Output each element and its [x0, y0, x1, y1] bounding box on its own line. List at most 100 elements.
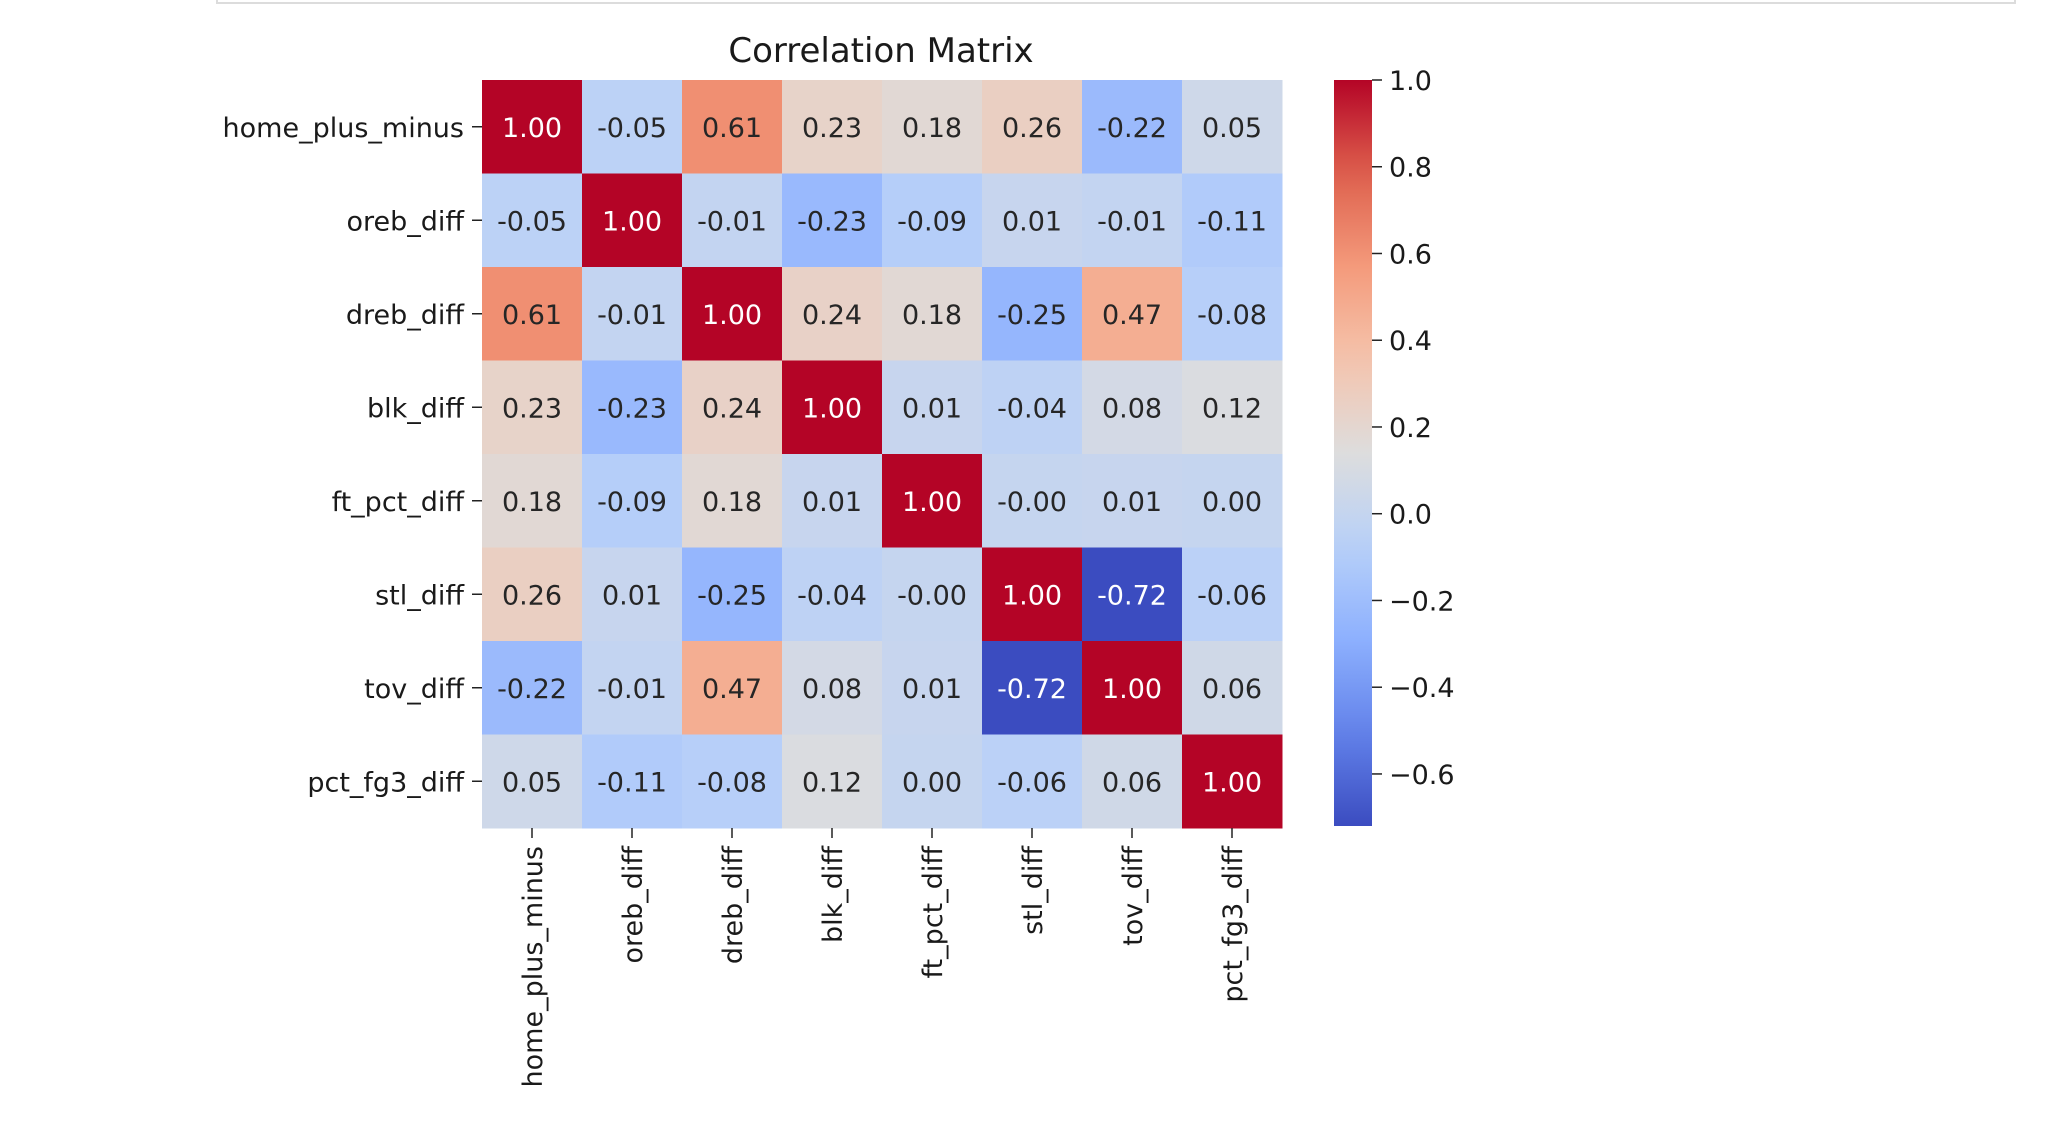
x-axis: home_plus_minus oreb_diff dreb_diff blk_dif… — [518, 828, 1249, 1087]
cell-value-label: 0.61 — [502, 300, 562, 331]
heatmap-cell — [1082, 641, 1183, 735]
cell-value-label: -0.09 — [597, 487, 667, 518]
cell-value-label: -0.08 — [1197, 300, 1267, 331]
heatmap-cell — [1182, 267, 1283, 361]
heatmap-cell — [882, 267, 983, 361]
cell-value-label: -0.72 — [997, 674, 1067, 705]
heatmap-cell — [1182, 641, 1283, 735]
cell-value-label: 0.23 — [802, 113, 862, 144]
cell-value-label: -0.06 — [1197, 580, 1267, 611]
colorbar-tick-label: −0.6 — [1389, 760, 1455, 791]
cell-value-label: 0.12 — [802, 767, 862, 798]
heatmap-cell — [882, 173, 983, 268]
y-tick-label: ft_pct_diff — [332, 487, 466, 518]
heatmap-cell — [582, 641, 683, 735]
heatmap-cell — [1082, 454, 1183, 548]
cell-value-label: 0.18 — [902, 300, 962, 331]
cell-value-label: 0.01 — [1002, 206, 1062, 237]
heatmap-cell — [482, 360, 583, 455]
cell-value-label: 0.24 — [802, 300, 862, 331]
y-tick-label: pct_fg3_diff — [307, 767, 465, 798]
heatmap-cell — [782, 80, 883, 174]
cell-value-label: 0.26 — [1002, 113, 1062, 144]
colorbar-tick-label: 0.4 — [1389, 326, 1432, 357]
x-tick-label: pct_fg3_diff — [1218, 845, 1249, 1003]
cell-value-label: -0.00 — [997, 487, 1067, 518]
cell-value-label: 1.00 — [1002, 580, 1062, 611]
heatmap-cell — [882, 734, 983, 829]
heatmap-cell — [1082, 547, 1183, 642]
cell-value-label: 0.61 — [702, 113, 762, 144]
cell-value-label: -0.11 — [1197, 206, 1267, 237]
cell-output-frame — [216, 0, 2016, 4]
cell-value-label: 0.47 — [1102, 300, 1162, 331]
heatmap-cell — [582, 734, 683, 829]
heatmap-cell — [582, 454, 683, 548]
heatmap-cells — [482, 80, 1283, 829]
heatmap-cell — [982, 641, 1083, 735]
y-tick-label: home_plus_minus — [223, 113, 464, 144]
cell-value-label: 0.05 — [1202, 113, 1262, 144]
heatmap-cell — [682, 454, 783, 548]
cell-value-label: 0.06 — [1202, 674, 1262, 705]
heatmap-cell — [882, 641, 983, 735]
cell-value-label: 0.18 — [902, 113, 962, 144]
heatmap-cell — [682, 734, 783, 829]
heatmap-cell — [982, 454, 1083, 548]
x-tick-label: tov_diff — [1118, 845, 1149, 946]
heatmap-cell — [882, 360, 983, 455]
heatmap-cell — [982, 173, 1083, 268]
heatmap-cell — [682, 641, 783, 735]
heatmap-cell — [1182, 454, 1283, 548]
heatmap-cell — [1082, 80, 1183, 174]
y-axis: home_plus_minus oreb_diff dreb_diff blk_dif… — [223, 113, 482, 798]
cell-value-label: -0.25 — [697, 580, 767, 611]
heatmap-cell — [782, 267, 883, 361]
cell-value-label: 0.23 — [502, 393, 562, 424]
cell-value-label: -0.72 — [1097, 580, 1167, 611]
heatmap-cell — [482, 454, 583, 548]
colorbar-tick-label: 0.8 — [1389, 153, 1432, 184]
cell-value-label: -0.01 — [597, 674, 667, 705]
heatmap-cell — [882, 547, 983, 642]
cell-value-label: -0.05 — [597, 113, 667, 144]
cell-value-label: 0.18 — [702, 487, 762, 518]
cell-value-label: 0.01 — [902, 393, 962, 424]
heatmap-cell — [782, 547, 883, 642]
cell-value-label: -0.04 — [797, 580, 867, 611]
heatmap-cell — [1082, 360, 1183, 455]
heatmap-cell — [1082, 173, 1183, 268]
heatmap-cell — [782, 360, 883, 455]
cell-value-label: 0.01 — [802, 487, 862, 518]
cell-value-label: 1.00 — [902, 487, 962, 518]
cell-value-label: 0.05 — [502, 767, 562, 798]
heatmap-cell — [982, 80, 1083, 174]
heatmap-cell — [782, 173, 883, 268]
cell-value-label: 0.08 — [1102, 393, 1162, 424]
heatmap-cell — [982, 734, 1083, 829]
x-tick-label: oreb_diff — [618, 845, 649, 964]
x-tick-label: blk_diff — [818, 845, 849, 943]
colorbar-tick-label: 0.0 — [1389, 500, 1432, 531]
cell-value-label: 1.00 — [1102, 674, 1162, 705]
x-tick-label: ft_pct_diff — [918, 845, 949, 979]
cell-value-label: -0.25 — [997, 300, 1067, 331]
cell-value-label: 0.01 — [902, 674, 962, 705]
cell-value-label: -0.01 — [597, 300, 667, 331]
cell-value-label: -0.09 — [897, 206, 967, 237]
cell-value-label: 1.00 — [702, 300, 762, 331]
colorbar-gradient — [1334, 80, 1372, 826]
heatmap-cell — [482, 641, 583, 735]
heatmap-cell — [582, 267, 683, 361]
y-tick-label: dreb_diff — [346, 300, 466, 331]
cell-value-label: 0.01 — [602, 580, 662, 611]
cell-value-label: 0.12 — [1202, 393, 1262, 424]
colorbar-tick-label: 0.2 — [1389, 413, 1432, 444]
cell-value-label: 0.01 — [1102, 487, 1162, 518]
heatmap-cell — [682, 80, 783, 174]
heatmap-cell — [582, 80, 683, 174]
heatmap-cell — [482, 734, 583, 829]
heatmap-cell — [982, 360, 1083, 455]
heatmap-annotations: 1.00 -0.05 0.61 0.23 0.18 0.26 -0.22 0.05 -0.05 1… — [497, 113, 1267, 799]
